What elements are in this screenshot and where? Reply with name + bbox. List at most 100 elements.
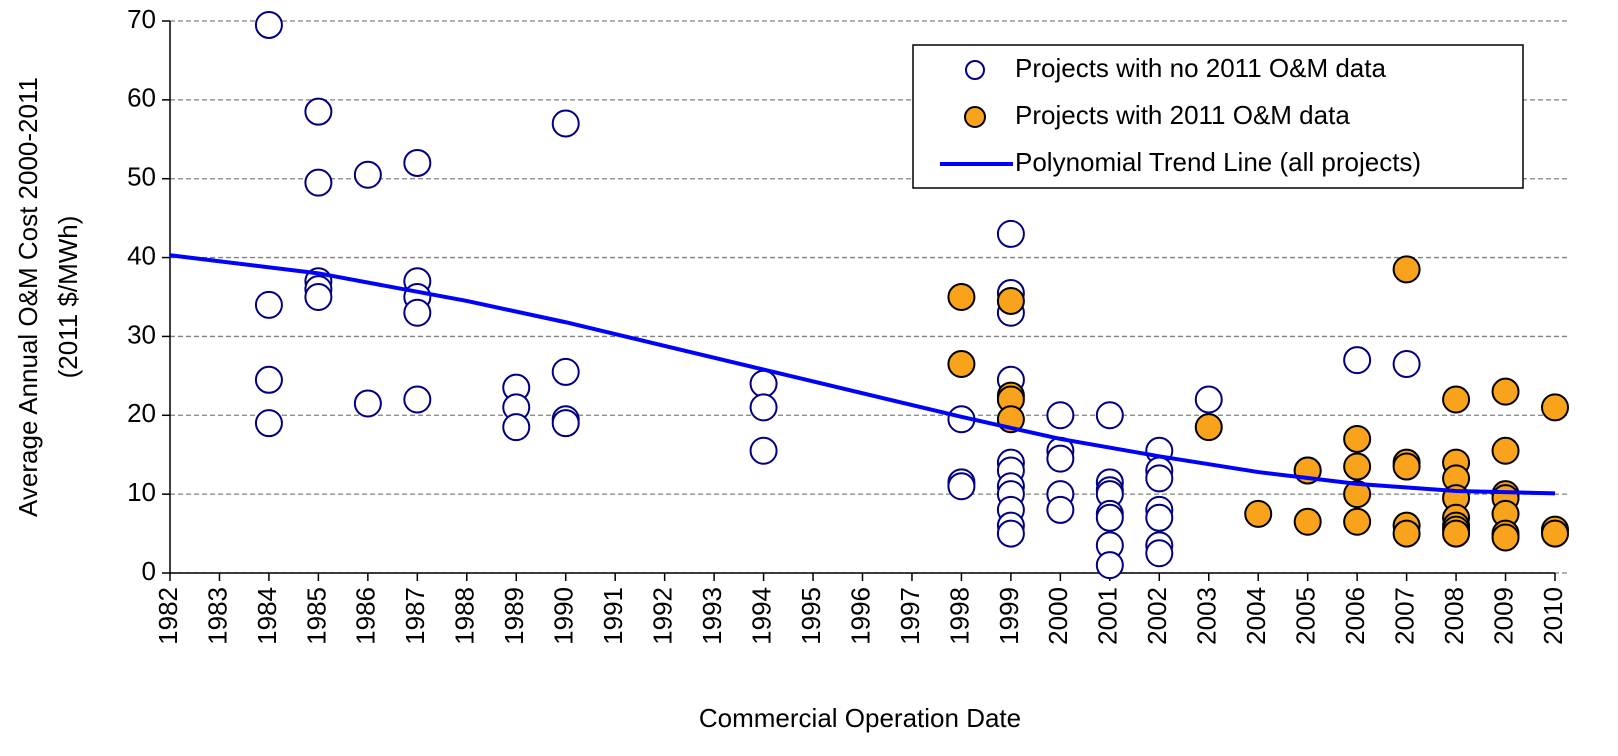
x-tick-label: 1984 [252,587,282,645]
x-tick-label: 1994 [746,587,776,645]
x-tick-label: 2005 [1291,587,1321,645]
trend-line [169,253,1556,496]
x-tick-label: 1982 [153,587,183,645]
data-point [1392,255,1421,284]
x-tick-label: 2007 [1389,587,1419,645]
data-point [1046,401,1075,430]
data-point [353,389,382,418]
x-tick-label: 1985 [301,587,331,645]
data-point [947,350,976,379]
data-point [749,436,778,465]
data-point [996,286,1025,315]
x-tick-label: 1999 [994,587,1024,645]
y-tick-label: 60 [127,83,156,113]
data-point [1095,503,1124,532]
x-tick-label: 1995 [796,587,826,645]
x-tick-label: 1997 [895,587,925,645]
data-point [1145,464,1174,493]
data-point [1095,551,1124,580]
data-point [1095,401,1124,430]
x-tick-label: 1998 [944,587,974,645]
data-point [1392,519,1421,548]
data-point [996,519,1025,548]
data-point [304,168,333,197]
data-point [1491,523,1520,552]
y-tick-label: 0 [142,556,156,586]
x-tick-label: 1990 [549,587,579,645]
data-point [1541,393,1569,422]
data-point [1392,452,1421,481]
data-point [1343,480,1372,509]
x-tick-label: 2002 [1142,587,1172,645]
data-point [1491,377,1520,406]
data-point [1541,519,1569,548]
data-point [947,283,976,311]
data-point [1392,350,1421,379]
x-tick-label: 2010 [1538,587,1568,645]
y-tick-label: 10 [127,477,156,507]
data-point [304,283,333,311]
x-tick-label: 2004 [1241,587,1271,645]
y-tick-label: 50 [127,162,156,192]
x-tick-label: 1987 [400,587,430,645]
data-point [1343,346,1372,375]
x-tick-label: 2006 [1340,587,1370,645]
legend-box [912,44,1524,189]
y-tick-label: 70 [127,4,156,34]
y-axis-label: (2011 $/MWh) [53,216,83,379]
data-point [1046,495,1075,524]
legend-marker [965,60,985,80]
x-tick-label: 1992 [648,587,678,645]
data-point [1343,507,1372,536]
data-point [254,365,283,394]
legend-label: Polynomial Trend Line (all projects) [1015,147,1421,177]
x-tick-label: 1991 [598,587,628,645]
x-tick-label: 1989 [499,587,529,645]
data-point [996,219,1025,248]
y-tick-label: 30 [127,319,156,349]
x-tick-label: 2001 [1093,587,1123,645]
data-point [254,409,283,438]
data-point [1343,452,1372,481]
data-point [1491,436,1520,465]
data-point [551,357,580,386]
data-point [1194,385,1223,414]
x-tick-label: 2000 [1043,587,1073,645]
data-point [502,413,531,442]
data-point [1046,444,1075,473]
data-point [1244,499,1273,528]
x-tick-label: 2009 [1488,587,1518,645]
x-tick-label: 2003 [1192,587,1222,645]
data-point [1442,519,1471,548]
data-point [254,10,283,39]
y-tick-label: 40 [127,240,156,270]
data-point [749,393,778,422]
data-point [254,290,283,319]
data-point [551,409,580,438]
data-point [403,148,432,177]
y-tick-label: 20 [127,398,156,428]
x-tick-label: 1986 [351,587,381,645]
data-point [1343,424,1372,453]
legend-marker [964,106,986,128]
x-axis-label: Commercial Operation Date [699,703,1021,733]
data-point [353,160,382,189]
data-point [749,369,778,398]
y-axis-label: Average Annual O&M Cost 2000-2011 [13,77,43,517]
data-point [1145,503,1174,532]
x-tick-label: 1983 [202,587,232,645]
x-tick-label: 1988 [450,587,480,645]
data-point [1145,539,1174,568]
x-tick-label: 2008 [1439,587,1469,645]
x-tick-label: 1993 [697,587,727,645]
data-point [947,472,976,501]
data-point [1442,385,1471,414]
data-point [403,385,432,414]
legend-label: Projects with 2011 O&M data [1015,100,1350,130]
data-point [1293,507,1322,536]
data-point [551,109,580,138]
data-point [304,97,333,126]
data-point [403,298,432,327]
legend-label: Projects with no 2011 O&M data [1015,53,1386,83]
